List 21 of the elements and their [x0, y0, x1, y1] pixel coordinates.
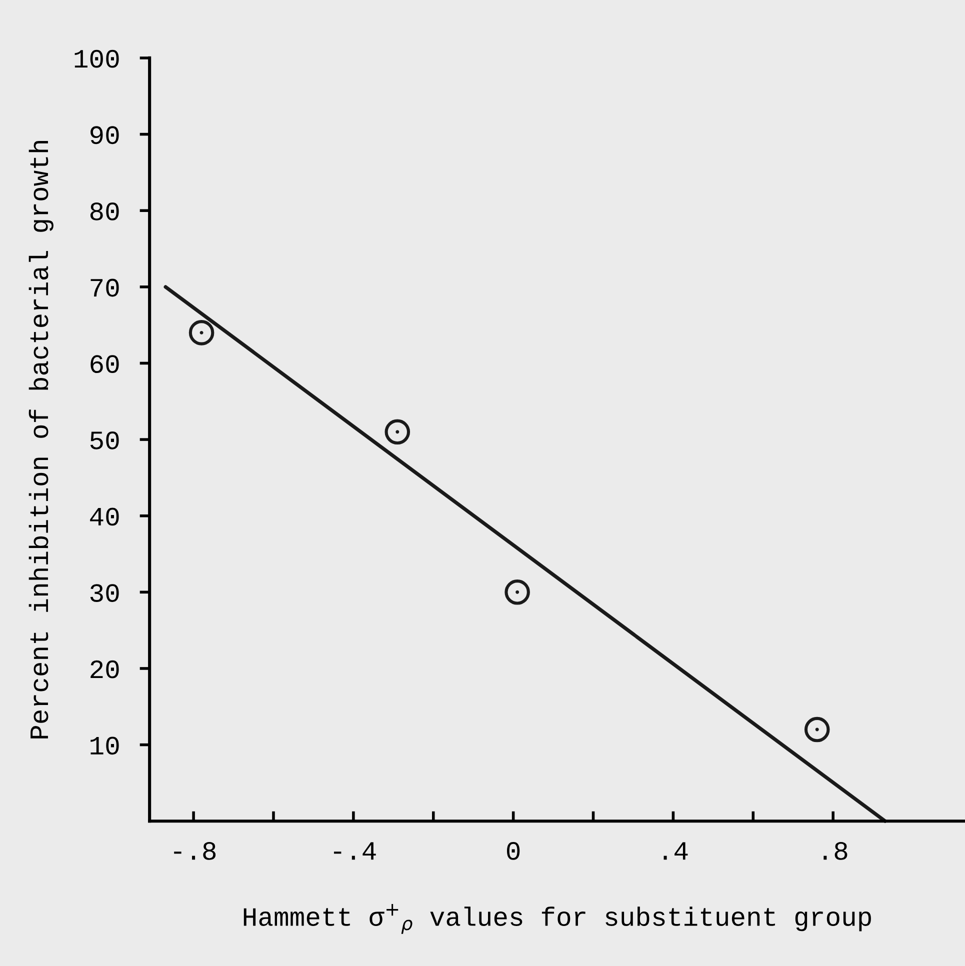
x-tick-label: -.4: [334, 842, 376, 860]
point: [384, 419, 410, 445]
y-tick-label: 30: [90, 584, 119, 602]
y-tick-label: 20: [90, 660, 119, 678]
y-tick-label: 10: [90, 736, 119, 755]
point: [188, 320, 214, 346]
x-tick-label: -.8: [174, 842, 216, 860]
x-tick-label: .4: [664, 842, 688, 860]
x-tick-label: 0: [507, 842, 520, 860]
y-axis-title: Percent inhibition of bacterial growth: [28, 140, 54, 738]
x-axis-title: Hammett σ$^{+}$$_{ρ}$ values for substituent group: [244, 904, 871, 934]
x-tick-label: .8: [824, 842, 848, 860]
y-tick-label: 60: [90, 355, 119, 374]
y-tick-label: 80: [90, 202, 119, 220]
point: [804, 716, 830, 742]
y-tick-label: 100: [74, 50, 119, 68]
y-tick-label: 50: [90, 431, 119, 450]
y-tick-label: 90: [90, 126, 119, 144]
point: [504, 580, 530, 605]
y-tick-label: 40: [90, 508, 119, 526]
y-tick-label: 70: [90, 278, 119, 297]
